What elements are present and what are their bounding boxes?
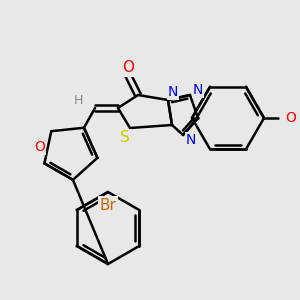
Text: N: N: [168, 85, 178, 99]
Text: N: N: [186, 133, 196, 147]
Text: S: S: [120, 130, 130, 146]
Text: H: H: [73, 94, 83, 106]
Text: O: O: [285, 111, 296, 125]
Text: Br: Br: [100, 197, 116, 212]
Text: O: O: [122, 61, 134, 76]
Text: O: O: [34, 140, 45, 154]
Text: N: N: [193, 83, 203, 97]
